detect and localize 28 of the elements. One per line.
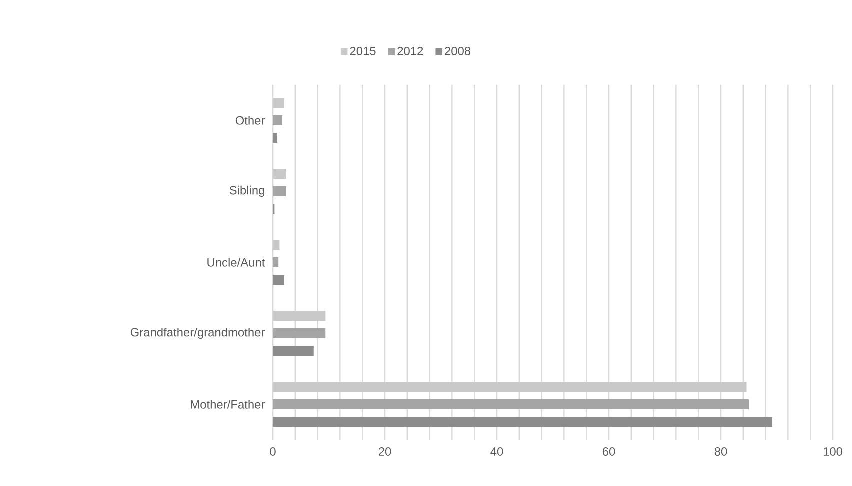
bar <box>273 116 283 126</box>
x-tick-label: 100 <box>824 448 843 456</box>
bar <box>273 275 284 286</box>
x-tick-label: 20 <box>378 448 392 456</box>
y-tick-label: Uncle/Aunt <box>208 258 266 267</box>
bar <box>273 133 278 143</box>
bar <box>273 311 326 322</box>
y-tick-label: Other <box>236 116 266 125</box>
bar <box>273 328 326 339</box>
bar <box>273 417 773 428</box>
legend-label: 2015 <box>350 46 376 56</box>
bar <box>273 346 314 356</box>
bar <box>273 169 286 179</box>
legend-label: 2012 <box>398 46 424 56</box>
bar <box>273 400 750 410</box>
x-tick-label: 40 <box>490 448 504 456</box>
bar <box>273 240 280 250</box>
legend-label: 2008 <box>445 46 471 56</box>
bar <box>273 382 747 392</box>
bar <box>273 258 279 268</box>
bar <box>273 186 286 196</box>
x-tick-label: 60 <box>602 448 616 456</box>
y-tick-label: Grandfather/grandmother <box>130 328 266 340</box>
y-tick-label: Sibling <box>230 186 264 198</box>
y-tick-label: Mother/Father <box>191 400 266 409</box>
x-tick-label: 80 <box>714 448 728 456</box>
x-tick-label: 0 <box>270 448 276 456</box>
bar <box>273 98 284 108</box>
